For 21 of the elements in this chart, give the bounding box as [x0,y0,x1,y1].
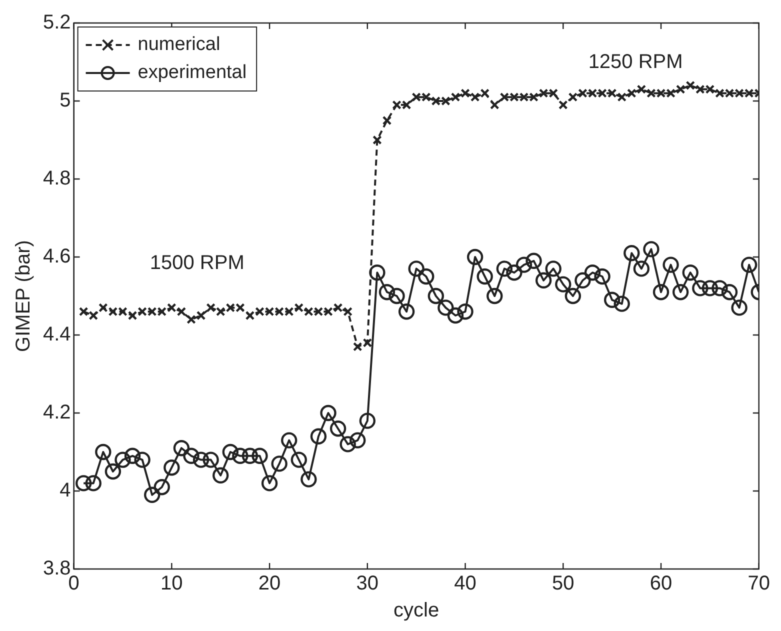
x-tick-label: 50 [552,572,574,595]
x-tick-label: 10 [160,572,183,595]
x-axis-title: cycle [394,600,440,622]
y-tick-label: 4.2 [42,402,71,424]
x-tick-label: 0 [68,572,80,595]
x-tick-label: 60 [650,572,672,595]
y-tick-label: 5 [60,90,71,112]
x-tick-label: 40 [454,572,476,595]
annotation: 1500 RPM [150,252,244,274]
y-tick-label: 4.6 [42,246,71,268]
y-axis-title: GIMEP (bar) [12,240,35,352]
y-tick-label: 4 [60,480,71,502]
legend-label: experimental [138,62,247,84]
y-tick-label: 4.4 [42,324,71,346]
annotation: 1250 RPM [588,50,683,73]
y-tick-label: 4.8 [42,168,71,190]
legend-label: numerical [138,34,220,56]
x-tick-label: 70 [748,572,770,595]
y-tick-label: 5.2 [42,12,71,34]
x-tick-label: 20 [258,572,281,595]
x-tick-label: 30 [356,572,379,595]
